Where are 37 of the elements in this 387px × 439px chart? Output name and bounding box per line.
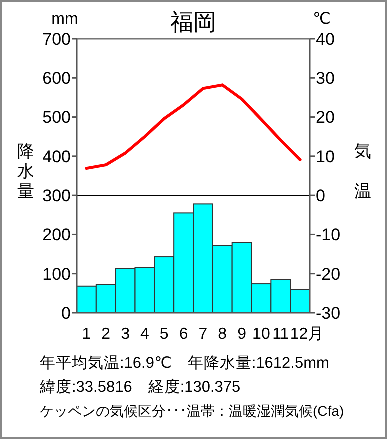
- x-tick-label: 10: [252, 326, 270, 343]
- x-tick-label: 6: [179, 326, 188, 343]
- text: 緯度:33.5816 経度:130.375: [39, 378, 241, 396]
- line-series: [85, 84, 302, 170]
- y-tick-label: 600: [42, 69, 71, 88]
- x-tick-label: 3: [121, 326, 130, 343]
- x-tick-label: 8: [218, 326, 228, 343]
- y2-tick-label: -10: [316, 226, 341, 245]
- y-axis-title: 降水量: [18, 142, 34, 201]
- text: ℃: [313, 11, 331, 28]
- y2-tick-label: 40: [316, 30, 335, 49]
- text: 年平均気温:16.9℃ 年降水量:1612.5mm: [40, 354, 330, 372]
- x-tick-label: 5: [160, 326, 169, 343]
- y-tick-label: 0: [62, 304, 71, 323]
- text: mm: [52, 11, 78, 28]
- x-tick-label: 4: [140, 326, 150, 343]
- y2-tick-label: -20: [316, 264, 341, 284]
- x-tick-label: 9: [238, 326, 247, 343]
- x-tick-label: 11: [272, 326, 290, 343]
- y-tick-label: 200: [42, 226, 71, 245]
- text: ケッペンの気候区分･･･温帯：温暖湿潤気候(Cfa): [40, 403, 344, 419]
- y-tick-label: 400: [42, 147, 71, 166]
- y-tick-label: 500: [42, 108, 71, 128]
- x-tick-label: 1: [82, 326, 92, 343]
- y2-tick-label: -30: [316, 304, 341, 323]
- y2-tick-label: 20: [316, 108, 335, 128]
- y2-tick-label: 10: [316, 147, 335, 166]
- y2-tick-label: 0: [316, 186, 326, 206]
- y-tick-label: 300: [42, 186, 71, 206]
- x-tick-label: 12月: [290, 326, 324, 343]
- x-tick-label: 2: [102, 326, 111, 343]
- y-tick-label: 700: [42, 30, 71, 49]
- chart-title: 福岡: [170, 9, 216, 35]
- y-tick-label: 100: [42, 264, 71, 284]
- text: 気温: [354, 142, 372, 201]
- x-tick-label: 7: [198, 326, 208, 343]
- y2-tick-label: 30: [316, 69, 335, 88]
